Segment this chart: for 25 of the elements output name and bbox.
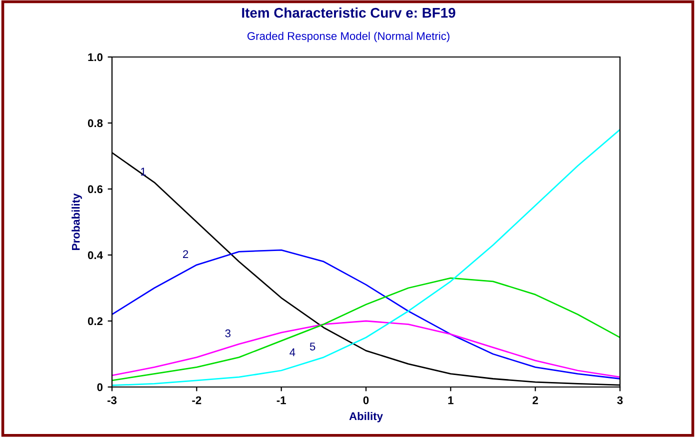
x-tick-label: -2	[192, 396, 202, 404]
x-tick-label: -1	[276, 396, 286, 404]
chart-subtitle: Graded Response Model (Normal Metric)	[247, 32, 450, 42]
line-series	[112, 277, 620, 382]
x-tick-label: 0	[363, 396, 369, 404]
x-tick-label: 1	[448, 396, 454, 404]
y-tick-label: 0.4	[88, 251, 103, 260]
series-label: 5	[310, 342, 316, 350]
line-series	[112, 249, 620, 380]
x-axis-title: Ability	[349, 412, 383, 422]
y-axis-title: Probability	[72, 193, 82, 250]
y-tick-label: 1.0	[88, 53, 103, 62]
x-tick-label: -3	[107, 396, 117, 404]
series-label: 4	[290, 348, 296, 356]
y-tick-label: 0.6	[88, 185, 103, 194]
series-label: 2	[183, 250, 188, 258]
x-tick-label: 2	[532, 396, 538, 404]
y-tick-label: 0	[97, 383, 103, 392]
series-label: 1	[140, 168, 146, 176]
series-label: 3	[225, 329, 230, 338]
chart-title: Item Characteristic Curv e: BF19	[242, 8, 456, 18]
y-tick-label: 0.2	[88, 317, 103, 326]
x-tick-label: 3	[617, 396, 623, 404]
line-series	[112, 320, 620, 378]
y-tick-label: 0.8	[88, 119, 103, 128]
